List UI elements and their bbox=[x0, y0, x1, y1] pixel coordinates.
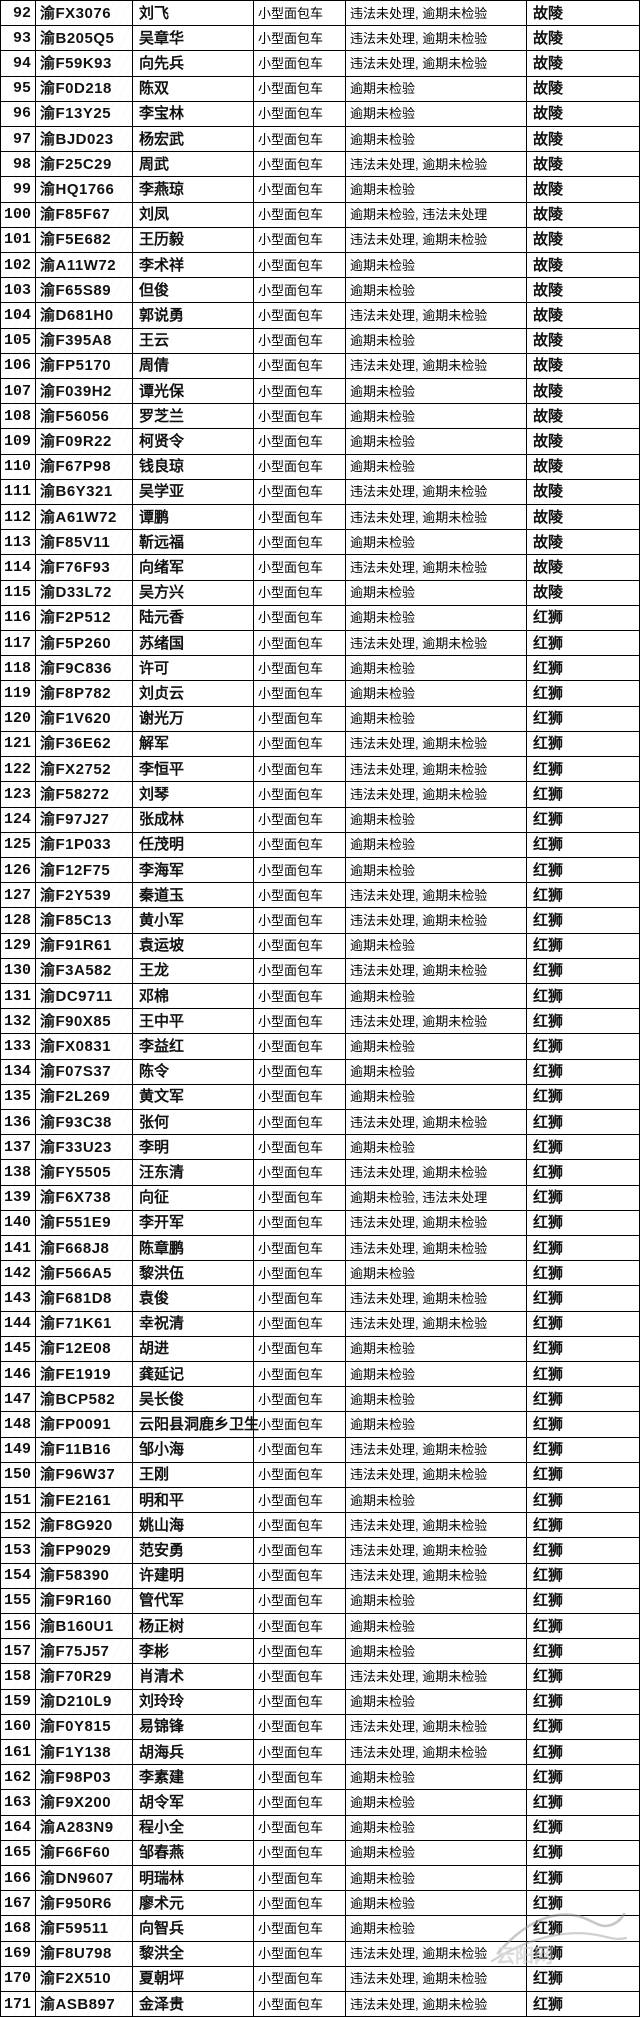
svg-text:云阳网: 云阳网 bbox=[496, 1945, 553, 1967]
